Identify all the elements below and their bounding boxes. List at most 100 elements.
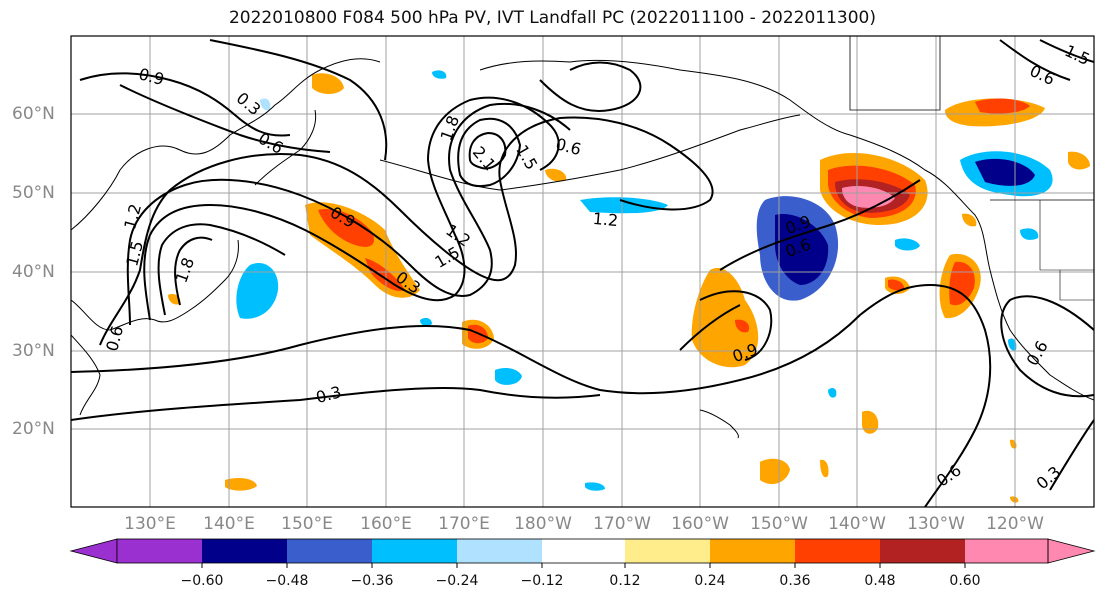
positive-patch [820, 459, 829, 478]
contour-label: 1.5 [512, 141, 541, 173]
colorbar-tick-label: 0.36 [779, 573, 811, 589]
colorbar-swatch [880, 539, 965, 563]
contour-line [539, 61, 642, 112]
contour-line [1000, 295, 1094, 398]
negative-patch [775, 214, 829, 285]
contour-label: 1.2 [592, 209, 619, 230]
positive-patch [312, 73, 344, 94]
contour-line [457, 117, 522, 188]
positive-patch [1068, 151, 1090, 170]
contour-label: 0.3 [314, 382, 344, 407]
lon-label-130w: 130°W [907, 514, 965, 534]
colorbar-swatch [117, 539, 202, 563]
pv-contours [71, 39, 1094, 507]
positive-patch [760, 458, 790, 485]
lon-label-150e: 150°E [281, 514, 333, 534]
contour-label: 0.3 [1033, 462, 1065, 493]
negative-patch [495, 368, 522, 385]
contour-line [126, 102, 571, 326]
anomaly-shading [168, 70, 1090, 503]
colorbar-tick-label: −0.24 [435, 573, 479, 589]
contour-label: 0.9 [137, 64, 167, 89]
contour-line [71, 283, 992, 507]
positive-patch [735, 319, 750, 333]
contour-label: 0.6 [933, 460, 965, 490]
colorbar-tick-label: 0.12 [609, 573, 641, 589]
colorbar-swatch [457, 539, 542, 563]
contour-label: 0.6 [554, 134, 584, 159]
contour-line [999, 39, 1071, 81]
lon-label-170e: 170°E [438, 514, 490, 534]
colorbar-swatch [710, 539, 795, 563]
lon-label-170w: 170°W [593, 514, 651, 534]
lon-label-160w: 160°W [671, 514, 729, 534]
negative-patch [828, 388, 837, 398]
negative-patch [236, 262, 279, 319]
contour-line [71, 387, 601, 421]
colorbar-arrow-low [69, 538, 118, 564]
state-lines [1039, 200, 1094, 301]
lat-label-50n: 50°N [12, 183, 55, 203]
negative-patch [260, 98, 271, 111]
positive-patch [975, 98, 1030, 114]
contour-line [679, 304, 741, 351]
negative-patch [1020, 228, 1039, 240]
lon-label-140e: 140°E [203, 514, 255, 534]
positive-patch [949, 261, 975, 306]
positive-patch [962, 213, 977, 227]
positive-patch [1010, 496, 1019, 503]
negative-patch [420, 317, 432, 327]
graticule [71, 36, 1094, 507]
contour-line [719, 179, 921, 271]
lon-label-120w: 120°W [986, 514, 1044, 534]
colorbar-swatch [625, 539, 710, 563]
lat-label-60n: 60°N [12, 104, 55, 124]
contour-label: 0.6 [1023, 337, 1052, 369]
coastlines [71, 36, 1094, 439]
negative-patch [580, 197, 668, 214]
map-frame [70, 35, 1095, 508]
positive-patch [318, 209, 375, 247]
contour-label: 0.6 [1027, 61, 1058, 89]
colorbar-tick-label: −0.36 [350, 573, 394, 589]
lat-label-40n: 40°N [12, 262, 55, 282]
negative-patch [975, 158, 1035, 186]
positive-patch [862, 410, 879, 434]
contour-label: 1.2 [120, 202, 145, 232]
colorbar-swatch [287, 539, 372, 563]
positive-patch [888, 279, 904, 291]
coastline-aleutians [379, 114, 801, 191]
colorbar-tick-label: 0.48 [864, 573, 896, 589]
hawaii [699, 409, 739, 439]
lon-label-140w: 140°W [828, 514, 886, 534]
positive-patch [545, 168, 567, 182]
lon-label-150w: 150°W [750, 514, 808, 534]
colorbar-swatch [202, 539, 287, 563]
positive-patch [691, 268, 759, 368]
contour-line [468, 131, 507, 170]
contour-line [99, 116, 714, 346]
contour-line [157, 223, 286, 316]
positive-patch [1010, 439, 1017, 449]
colorbar-swatch [372, 539, 457, 563]
contour-line [143, 96, 560, 321]
negative-patch [585, 482, 605, 491]
colorbar-tick-label: −0.12 [520, 573, 564, 589]
coastline-na-west [849, 134, 1094, 401]
colorbar [69, 538, 1096, 568]
positive-patch [365, 258, 405, 291]
contour-line [174, 236, 213, 306]
contour-line [699, 290, 773, 361]
contour-line [79, 72, 291, 137]
colorbar-swatch [795, 539, 880, 563]
colorbar-tick-label: 0.24 [694, 573, 726, 589]
contour-line [1049, 419, 1094, 491]
coastline-asia [71, 58, 381, 231]
negative-patch [432, 70, 447, 79]
colorbar-tick-label: 0.60 [949, 573, 981, 589]
coastline-kamchatka [254, 109, 317, 186]
coastline-alaska [479, 59, 851, 136]
contour-label: 1.8 [437, 113, 464, 143]
lon-label-130e: 130°E [124, 514, 176, 534]
